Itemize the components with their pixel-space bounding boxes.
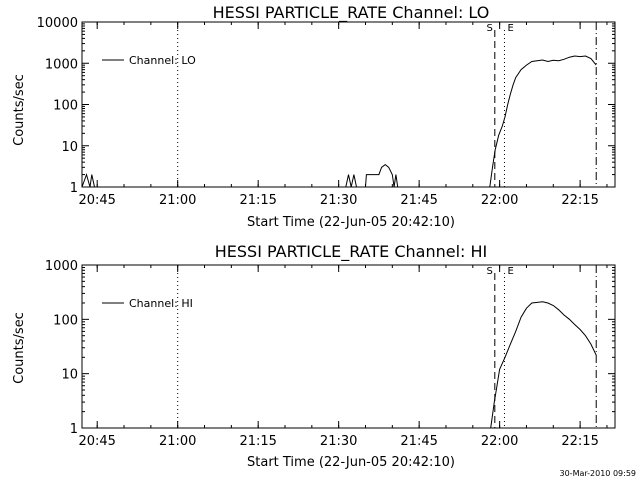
- series-line: [81, 55, 597, 188]
- y-tick-label: 1000: [45, 57, 78, 72]
- x-axis-label: Start Time (22-Jun-05 20:42:10): [247, 215, 455, 230]
- marker-label-e: E: [507, 23, 513, 34]
- x-tick-label: 20:45: [78, 193, 115, 208]
- x-tick-label: 21:00: [159, 193, 196, 208]
- y-tick-label: 10: [61, 368, 78, 383]
- chart-title: HESSI PARTICLE_RATE Channel: HI: [215, 242, 488, 262]
- x-tick-label: 22:00: [481, 434, 518, 449]
- x-tick-label: 21:00: [159, 434, 196, 449]
- chart-panel-hi: HESSI PARTICLE_RATE Channel: HI Counts/s…: [12, 242, 616, 470]
- x-tick-label: 22:00: [481, 193, 518, 208]
- y-tick-label: 1: [70, 181, 78, 196]
- y-axis-label: Counts/sec: [12, 74, 27, 146]
- x-tick-label: 22:15: [561, 193, 598, 208]
- legend-label: Channel: HI: [129, 297, 193, 310]
- x-tick-label: 21:45: [400, 434, 437, 449]
- x-tick-label: 21:15: [239, 193, 276, 208]
- x-tick-label: 21:45: [400, 193, 437, 208]
- x-tick-label: 21:15: [239, 434, 276, 449]
- y-tick-label: 10000: [37, 16, 78, 31]
- plot-frame: [81, 21, 616, 188]
- footer-timestamp: 30-Mar-2010 09:59: [560, 469, 637, 478]
- x-tick-label: 21:30: [320, 434, 357, 449]
- series-line: [490, 301, 597, 429]
- x-tick-label: 22:15: [561, 434, 598, 449]
- x-tick-label: 20:45: [78, 434, 115, 449]
- marker-label-s: S: [486, 266, 492, 277]
- chart-title: HESSI PARTICLE_RATE Channel: LO: [213, 3, 490, 23]
- y-tick-label: 1000: [45, 259, 78, 274]
- y-axis-label: Counts/sec: [12, 312, 27, 384]
- chart-panel-lo: HESSI PARTICLE_RATE Channel: LO Counts/s…: [12, 3, 616, 230]
- y-tick-label: 1: [70, 422, 78, 437]
- y-tick-label: 100: [53, 313, 78, 328]
- legend-label: Channel: LO: [129, 54, 196, 67]
- y-tick-label: 100: [53, 99, 78, 114]
- x-tick-label: 21:30: [320, 193, 357, 208]
- marker-label-s: S: [486, 23, 492, 34]
- y-tick-label: 10: [61, 140, 78, 155]
- marker-label-e: E: [507, 266, 513, 277]
- x-axis-label: Start Time (22-Jun-05 20:42:10): [247, 455, 455, 470]
- plot-frame: [81, 264, 616, 429]
